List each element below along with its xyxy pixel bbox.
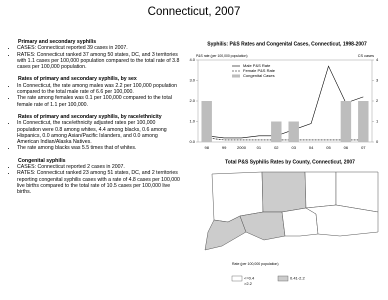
page-title: Connecticut, 2007 — [147, 6, 241, 18]
bullet-list: In Connecticut, the race/ethnicity adjus… — [10, 120, 180, 151]
x-tick-label: 06 — [344, 145, 349, 150]
y-tick-label: 1.0 — [189, 119, 195, 124]
section-heading: Congenital syphilis — [18, 157, 66, 164]
bullet-list: In Connecticut, the rate among males was… — [10, 83, 180, 108]
bullet: RATES: Connecticut ranked 23 among 51 st… — [17, 170, 180, 195]
section-heading: Rates of primary and secondary syphilis,… — [18, 113, 162, 120]
section-heading: Rates of primary and secondary syphilis,… — [18, 76, 137, 83]
county — [304, 171, 337, 209]
x-tick-label: 2000 — [237, 145, 247, 150]
bullet: In Connecticut, the rate among males was… — [17, 83, 180, 96]
x-tick-label: 98 — [204, 145, 209, 150]
chart-title: Syphilis: P&S Rates and Congenital Cases… — [207, 41, 367, 47]
y2-axis-label: CS cases — [358, 54, 374, 58]
county — [261, 171, 307, 213]
bullet: CASES: Connecticut reported 2 cases in 2… — [17, 164, 180, 170]
bullet: In Connecticut, the race/ethnicity adjus… — [17, 120, 180, 145]
x-tick-label: 07 — [361, 145, 366, 150]
legend-swatch — [231, 275, 243, 282]
bullet: RATES: Connecticut ranked 37 among 50 st… — [17, 52, 180, 71]
legend-swatch — [277, 275, 289, 282]
county — [239, 211, 286, 241]
line — [206, 137, 364, 141]
legend-label: Female P&S Rate — [243, 68, 276, 73]
bar — [271, 121, 282, 142]
y-tick-label: 3.0 — [189, 78, 195, 83]
line — [206, 65, 364, 139]
section-heading: Primary and secondary syphilis — [18, 39, 97, 45]
legend-label: >2.2 — [244, 281, 253, 286]
map-title: Total P&S Syphilis Rates by County, Conn… — [225, 159, 355, 165]
legend-label: <=0.4 — [244, 276, 255, 281]
map — [204, 171, 379, 251]
y2-tick-label: 2 — [376, 98, 379, 103]
text-column: Primary and secondary syphilisCASES: Con… — [10, 39, 180, 202]
y-tick-label: 2.0 — [189, 98, 195, 103]
bar — [358, 101, 369, 142]
bar — [340, 101, 352, 142]
y-axis-label: P&S rate (per 100,000 population) — [196, 54, 247, 58]
map-legend-title: Rate (per 100,000 population) — [232, 262, 279, 266]
legend-label: 0.41-2.2 — [290, 276, 305, 281]
y2-tick-label: 4 — [376, 57, 379, 62]
bullet: The rate among females was 0.1 per 100,0… — [17, 95, 180, 108]
bullet-list: CASES: Connecticut reported 2 cases in 2… — [10, 164, 180, 195]
bar — [288, 121, 299, 142]
x-tick-label: 99 — [222, 145, 227, 150]
x-tick-label: 02 — [274, 145, 279, 150]
bullet-list: CASES: Connecticut reported 39 cases in … — [10, 45, 180, 70]
y2-tick-label: 1 — [376, 119, 379, 124]
x-tick-label: 03 — [291, 145, 296, 150]
x-tick-label: 04 — [309, 145, 314, 150]
bullet: The rate among blacks was 5.5 times that… — [17, 145, 180, 151]
bullet: CASES: Connecticut reported 39 cases in … — [17, 45, 180, 51]
y2-tick-label: 0 — [376, 139, 379, 144]
legend-swatch — [232, 74, 240, 78]
bar — [201, 101, 212, 142]
legend-label: Male P&S Rate — [243, 63, 271, 68]
county — [204, 215, 247, 251]
county — [305, 204, 379, 237]
x-tick-label: 01 — [257, 145, 262, 150]
y-tick-label: 0.0 — [189, 139, 195, 144]
legend-label: Congenital Cases — [243, 73, 275, 78]
x-tick-label: 05 — [326, 145, 331, 150]
y-tick-label: 4.0 — [189, 57, 195, 62]
y2-tick-label: 3 — [376, 78, 379, 83]
